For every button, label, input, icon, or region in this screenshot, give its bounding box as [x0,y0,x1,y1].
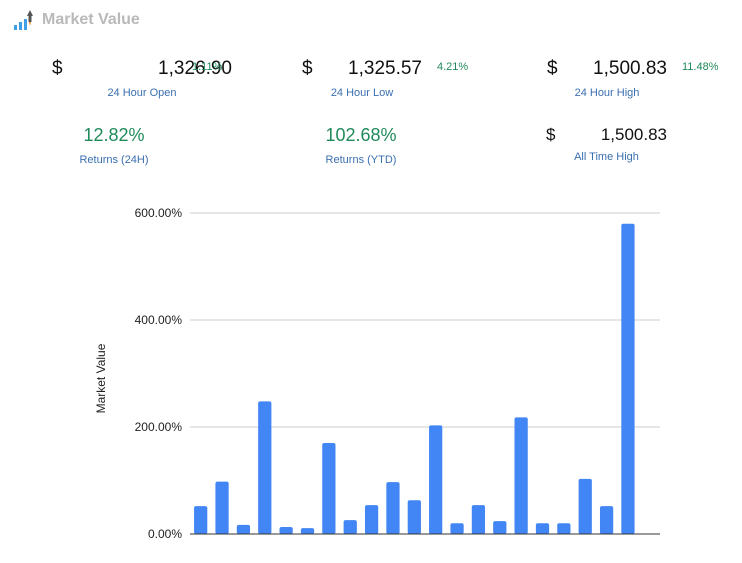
returns-ytd-label: Returns (YTD) [325,154,397,166]
y-tick-label: 200.00% [135,420,183,434]
app-header: Market Value [12,6,140,34]
bar [493,521,507,534]
stat-returns-24h: 12.82% Returns (24H) [54,125,174,166]
bar [621,223,635,534]
low-label: 24 Hour Low [330,87,394,99]
bar [407,500,421,534]
returns-ytd-value: 102.68% [325,125,397,145]
y-tick-label: 400.00% [135,313,183,327]
high-label: 24 Hour High [574,87,640,99]
bar [471,505,486,534]
returns-24h-label: Returns (24H) [79,154,149,166]
stat-returns-ytd: 102.68% Returns (YTD) [301,125,421,166]
bar [194,506,208,534]
page-title: Market Value [42,11,140,28]
bar [450,523,464,534]
y-axis-ticks: 0.00% 200.00% 400.00% 600.00% [135,206,183,541]
bar [236,524,251,534]
high-value: 1,500.83 [593,58,667,79]
ath-value: 1,500.83 [600,125,667,144]
bar [364,505,379,534]
bars [194,223,635,534]
open-value: 1,326.90 [158,58,232,79]
bar [215,481,229,534]
bar [535,523,550,534]
returns-24h-value: 12.82% [83,125,145,145]
ath-label: All Time High [574,151,639,163]
bar [429,425,443,534]
open-change: 1.11% [192,61,223,73]
y-axis-label: Market Value [94,343,108,413]
y-tick-label: 0.00% [148,527,182,541]
currency-symbol: $ [546,125,556,144]
stat-24h-open: $ 1,326.90 24 Hour Open [52,58,232,99]
currency-symbol: $ [302,58,313,79]
low-value: 1,325.57 [348,58,422,79]
bar [599,506,614,534]
high-change: 11.48% [682,61,719,73]
bar [258,401,272,534]
bar [578,478,592,534]
bar [386,482,400,534]
currency-symbol: $ [52,58,63,79]
currency-symbol: $ [547,58,558,79]
bar [300,528,315,534]
rocket-chart-icon [12,8,36,32]
bar [557,523,571,534]
low-change: 4.21% [437,61,469,73]
bar [514,417,528,534]
bar [322,443,336,534]
stat-all-time-high: $ 1,500.83 All Time High [546,125,667,163]
bar [343,520,357,534]
stat-24h-high: $ 1,500.83 24 Hour High [547,58,667,99]
stat-24h-low: $ 1,325.57 24 Hour Low [302,58,422,99]
bar [279,527,293,534]
y-tick-label: 600.00% [135,206,183,220]
gridlines [190,212,660,428]
open-label: 24 Hour Open [107,87,177,99]
market-value-bar-chart: 0.00% 200.00% 400.00% 600.00% Market Value [94,206,660,541]
